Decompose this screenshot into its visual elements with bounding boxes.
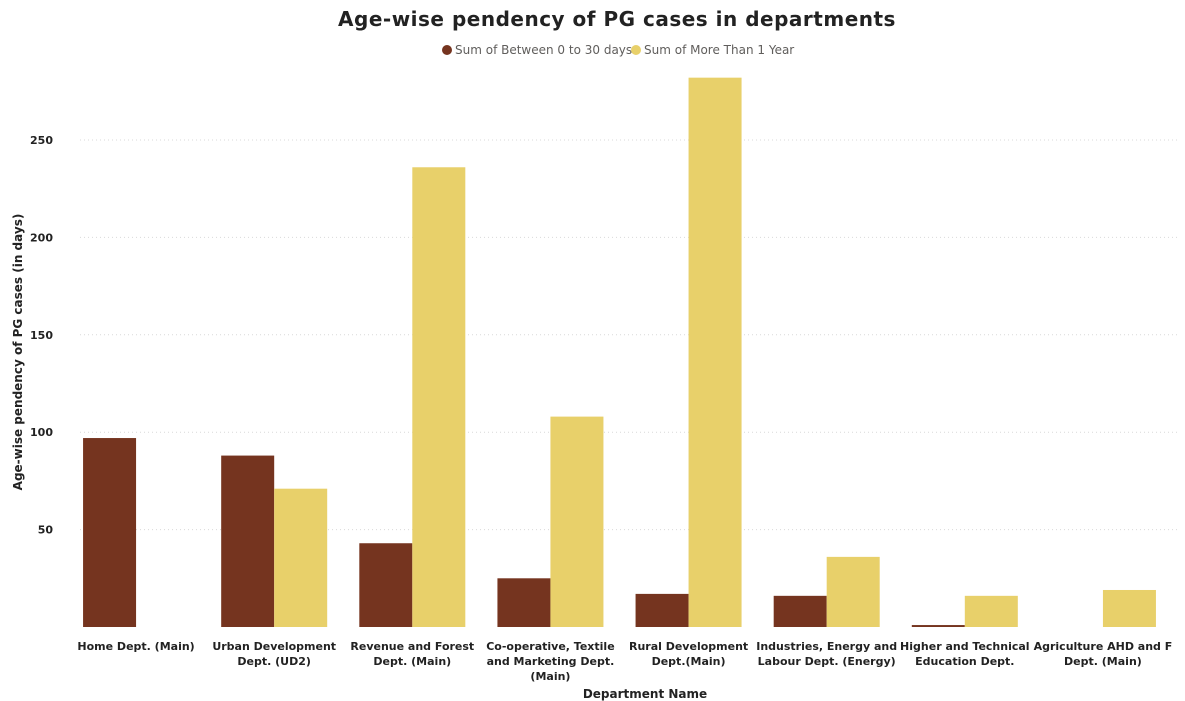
y-tick-label-250: 250 — [30, 134, 53, 147]
x-category-label-8: Agriculture AHD and F Dept. (Main) — [1034, 640, 1173, 668]
x-category-label-2: Urban Development Dept. (UD2) — [212, 640, 336, 668]
bar-1-2 — [221, 455, 275, 627]
x-axis-categories: Home Dept. (Main) Urban Development Dept. … — [77, 640, 1172, 683]
bar-1-3 — [359, 543, 413, 627]
bar-1-1 — [83, 438, 137, 627]
y-tick-label-100: 100 — [30, 426, 53, 439]
legend-marker-2 — [631, 45, 641, 55]
x-category-label-5: Rural Development Dept.(Main) — [629, 640, 748, 668]
bar-1-7 — [911, 625, 965, 627]
legend: Sum of Between 0 to 30 days Sum of More T… — [442, 43, 794, 57]
y-axis-ticks: 50 100 150 200 250 — [30, 134, 53, 537]
bar-2-4 — [550, 416, 604, 627]
legend-marker-1 — [442, 45, 452, 55]
x-category-label-7: Higher and Technical Education Dept. — [900, 640, 1030, 668]
x-category-label-4: Co-operative, Textile and Marketing Dept.… — [486, 640, 614, 683]
y-tick-label-50: 50 — [38, 524, 54, 537]
gridlines — [80, 139, 1180, 531]
bar-1-5 — [635, 593, 689, 627]
bar-2-5 — [688, 77, 742, 627]
bar-2-8 — [1102, 589, 1156, 627]
x-category-label-3: Revenue and Forest Dept. (Main) — [350, 640, 474, 668]
y-tick-label-150: 150 — [30, 329, 53, 342]
x-axis-title: Department Name — [583, 687, 707, 701]
x-category-label-1: Home Dept. (Main) — [77, 640, 194, 653]
y-tick-label-200: 200 — [30, 231, 53, 244]
legend-label-2: Sum of More Than 1 Year — [644, 43, 794, 57]
bar-2-3 — [412, 167, 466, 627]
chart-title: Age-wise pendency of PG cases in departm… — [338, 7, 896, 31]
bar-1-6 — [773, 595, 827, 627]
bar-2-7 — [964, 595, 1018, 627]
legend-label-1: Sum of Between 0 to 30 days — [455, 43, 632, 57]
bar-2-6 — [826, 556, 880, 627]
x-category-label-6: Industries, Energy and Labour Dept. (Ener… — [756, 640, 897, 668]
bar-2-2 — [274, 488, 328, 627]
bar-1-4 — [497, 578, 551, 627]
y-axis-title: Age-wise pendency of PG cases (in days) — [11, 214, 25, 491]
bars — [83, 77, 1156, 627]
